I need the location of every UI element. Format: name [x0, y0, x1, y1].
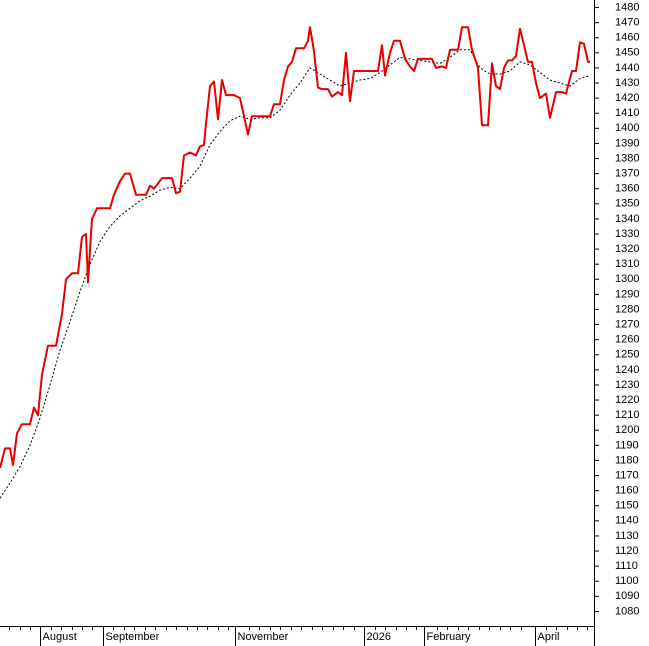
y-tick-label: 1310	[615, 258, 639, 270]
y-tick-label: 1380	[615, 152, 639, 164]
y-tick-label: 1360	[615, 183, 639, 195]
x-tick-label: February	[427, 631, 472, 643]
y-tick-label: 1150	[615, 500, 639, 512]
y-tick-label: 1290	[615, 288, 639, 300]
y-tick-label: 1220	[615, 394, 639, 406]
y-tick-label: 1230	[615, 379, 639, 391]
y-tick-label: 1420	[615, 92, 639, 104]
x-tick-label: August	[43, 631, 77, 643]
y-tick-label: 1430	[615, 77, 639, 89]
y-tick-label: 1460	[615, 32, 639, 44]
y-tick-label: 1330	[615, 228, 639, 240]
y-tick-label: 1350	[615, 198, 639, 210]
y-tick-label: 1210	[615, 409, 639, 421]
y-tick-label: 1320	[615, 243, 639, 255]
y-tick-label: 1130	[615, 530, 639, 542]
y-tick-label: 1280	[615, 303, 639, 315]
y-tick-label: 1370	[615, 168, 639, 180]
y-tick-label: 1100	[615, 575, 639, 587]
y-tick-label: 1180	[615, 454, 639, 466]
y-tick-label: 1160	[615, 485, 639, 497]
y-tick-label: 1170	[615, 469, 639, 481]
y-tick-label: 1390	[615, 137, 639, 149]
y-tick-label: 1410	[615, 107, 639, 119]
x-tick-label: April	[538, 631, 560, 643]
y-tick-label: 1120	[615, 545, 639, 557]
y-tick-label: 1340	[615, 213, 639, 225]
y-tick-label: 1080	[615, 605, 639, 617]
y-tick-label: 1110	[615, 560, 638, 572]
x-tick-label: 2026	[367, 631, 391, 643]
y-tick-label: 1190	[615, 439, 639, 451]
y-tick-label: 1260	[615, 334, 639, 346]
y-tick-label: 1200	[615, 424, 639, 436]
y-tick-label: 1470	[615, 17, 639, 29]
y-tick-label: 1240	[615, 364, 639, 376]
y-tick-label: 1090	[615, 590, 639, 602]
y-tick-label: 1450	[615, 47, 639, 59]
x-tick-label: September	[106, 631, 160, 643]
y-tick-label: 1400	[615, 122, 639, 134]
y-tick-label: 1300	[615, 273, 639, 285]
price-line	[0, 26, 590, 469]
y-tick-label: 1480	[615, 1, 639, 13]
y-tick-label: 1250	[615, 349, 639, 361]
y-tick-label: 1440	[615, 62, 639, 74]
x-tick-label: November	[238, 631, 289, 643]
y-tick-label: 1140	[615, 515, 639, 527]
y-tick-label: 1270	[615, 318, 639, 330]
